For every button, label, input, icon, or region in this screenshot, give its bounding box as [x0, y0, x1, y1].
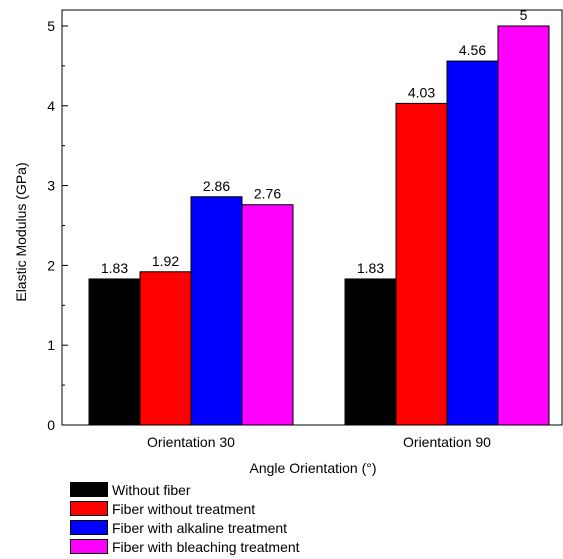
legend-swatch [70, 501, 108, 516]
legend-label: Fiber with alkaline treatment [112, 519, 288, 536]
data-label: 2.86 [203, 178, 230, 194]
data-label: 1.92 [152, 253, 179, 269]
data-label: 2.76 [254, 186, 281, 202]
data-label: 1.83 [357, 260, 384, 276]
x-tick-label: Orientation 30 [147, 434, 235, 450]
data-label: 1.83 [101, 260, 128, 276]
plot-frame [61, 9, 563, 426]
x-axis-title: Angle Orientation (°) [250, 460, 377, 476]
bar [190, 196, 243, 426]
y-tick-label: 1 [47, 337, 55, 353]
bar [395, 102, 448, 426]
y-tick-label: 2 [47, 257, 55, 273]
legend-swatch [70, 539, 108, 554]
bar [241, 204, 294, 426]
legend: Without fiber Fiber without treatment Fibe… [70, 480, 300, 556]
x-tick-label: Orientation 90 [403, 434, 491, 450]
plot-area: 0 1 2 3 4 5 1.83 1.83 1.92 4.03 2.86 4.56 2.76 5 Orien… [47, 7, 563, 450]
y-tick-label: 4 [47, 98, 55, 114]
bar [139, 271, 192, 426]
legend-label: Without fiber [112, 481, 191, 498]
data-label: 4.56 [459, 42, 486, 58]
y-tick-label: 5 [47, 18, 55, 34]
bar [88, 278, 141, 426]
legend-item: Fiber with alkaline treatment [70, 518, 300, 537]
bar [344, 278, 397, 426]
y-axis-title: Elastic Modulus (GPa) [13, 162, 29, 301]
legend-item: Fiber without treatment [70, 499, 300, 518]
data-label: 4.03 [408, 84, 435, 100]
legend-item: Without fiber [70, 480, 300, 499]
legend-swatch [70, 520, 108, 535]
bar [497, 25, 550, 426]
y-tick-label: 0 [47, 417, 55, 433]
bar-chart: 0 1 2 3 4 5 1.83 1.83 1.92 4.03 2.86 4.56 2.76 5 Orien… [13, 7, 563, 476]
bar [446, 60, 499, 426]
legend-label: Fiber with bleaching treatment [112, 538, 300, 555]
legend-label: Fiber without treatment [112, 500, 256, 517]
y-tick-label: 3 [47, 178, 55, 194]
data-label: 5 [520, 7, 528, 23]
legend-swatch [70, 482, 108, 497]
legend-item: Fiber with bleaching treatment [70, 537, 300, 556]
